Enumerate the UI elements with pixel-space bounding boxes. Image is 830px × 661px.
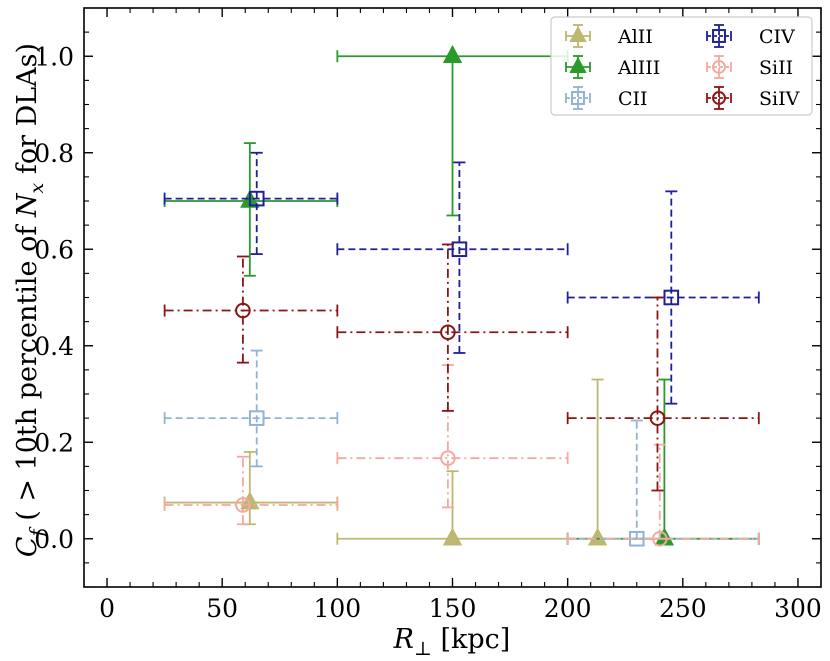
- series-CIV: [163, 151, 760, 405]
- data-point: [336, 243, 569, 412]
- x-tick-label: 100: [313, 594, 361, 623]
- series-layer: [163, 44, 760, 547]
- y-tick-label: 0.8: [34, 139, 74, 168]
- y-tick-label: 0.0: [34, 525, 74, 554]
- marker: [587, 527, 608, 546]
- y-tick-label: 1.0: [34, 42, 74, 71]
- legend-label: CIV: [759, 26, 795, 48]
- marker: [235, 302, 251, 319]
- legend-marker: [712, 91, 726, 105]
- y-axis-label-main: C: [12, 536, 43, 557]
- data-point: [566, 443, 760, 547]
- data-point: [566, 190, 760, 405]
- x-tick-label: 0: [99, 594, 115, 623]
- legend-marker: [569, 56, 587, 74]
- data-point: [163, 255, 339, 364]
- legend-marker: [569, 25, 587, 43]
- y-axis-label-var: N: [12, 192, 43, 218]
- y-tick-label: 0.6: [34, 235, 74, 264]
- x-tick-label: 300: [774, 594, 822, 623]
- marker: [451, 241, 468, 258]
- series-SiIV: [163, 243, 760, 492]
- y-axis-label-sub: f: [26, 526, 48, 538]
- legend-marker: [712, 60, 726, 74]
- legend-label: SiIV: [759, 88, 800, 110]
- y-tick-label: 0.2: [34, 428, 74, 457]
- legend-marker: [571, 91, 585, 105]
- legend-item: [706, 24, 732, 48]
- x-tick-label: 150: [429, 594, 477, 623]
- legend-label: AlIII: [617, 57, 660, 79]
- x-axis-label: R⊥ [kpc]: [393, 624, 511, 660]
- marker: [248, 410, 265, 426]
- y-axis-label-var-sub: x: [26, 182, 48, 193]
- axes-layer: 0 50 100 150 200 250 300 0.0 0.2 0.4 0.6 0.8 1.0: [34, 7, 822, 623]
- legend-label: AlII: [617, 26, 653, 48]
- legend-item: [706, 86, 732, 110]
- y-axis-label-rest1: ( > 10th percentile of: [12, 217, 43, 529]
- data-point: [163, 455, 339, 526]
- data-point: [566, 296, 760, 492]
- y-axis-label: Cf ( > 10th percentile of Nx for DLAs): [12, 43, 48, 557]
- marker: [248, 190, 265, 207]
- x-axis-label-unit: [kpc]: [432, 624, 510, 655]
- marker: [235, 497, 251, 513]
- x-axis-label-main: R: [393, 624, 414, 655]
- legend-item: [565, 86, 591, 110]
- legend-label: CII: [618, 88, 648, 110]
- legend-item: [565, 24, 591, 48]
- data-point: [336, 161, 569, 354]
- marker: [440, 324, 456, 341]
- y-tick-label: 0.4: [34, 332, 74, 361]
- marker: [442, 527, 463, 546]
- marker: [649, 410, 666, 426]
- marker: [442, 44, 463, 64]
- data-point: [163, 349, 339, 468]
- data-point: [336, 470, 569, 546]
- marker: [651, 530, 668, 547]
- x-axis-label-sub: ⊥: [414, 638, 432, 660]
- marker: [663, 289, 680, 306]
- legend-item: [565, 55, 591, 79]
- x-tick-label: 250: [659, 594, 707, 623]
- legend-label: SiII: [759, 57, 793, 79]
- y-axis-label-rest2: for DLAs): [12, 43, 43, 183]
- legend-box: [550, 16, 813, 116]
- x-tick-label: 50: [206, 594, 238, 623]
- data-point: [163, 151, 339, 255]
- legend-marker: [712, 29, 726, 43]
- legend-item: [706, 55, 732, 79]
- x-tick-label: 200: [544, 594, 592, 623]
- marker: [440, 450, 456, 466]
- legend: AlII AlIII CII CIV SiII SiIV: [550, 16, 813, 116]
